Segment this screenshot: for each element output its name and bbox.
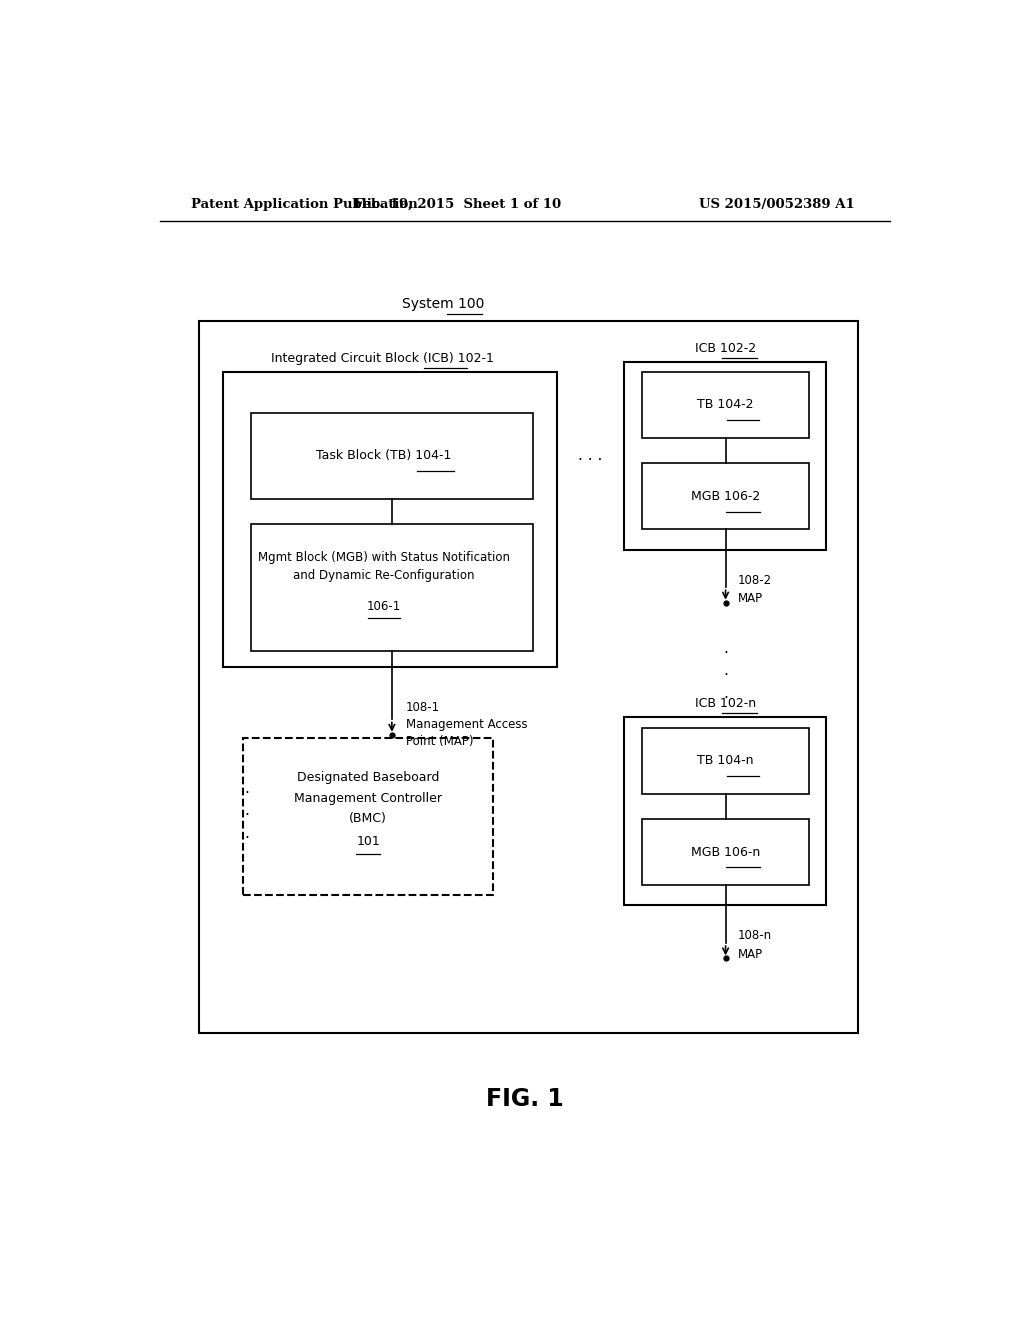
- Text: MAP: MAP: [737, 948, 763, 961]
- Text: 108-1: 108-1: [407, 701, 440, 714]
- Bar: [200, 321, 858, 1032]
- Bar: [642, 818, 809, 886]
- Text: System 100: System 100: [402, 297, 484, 312]
- Bar: [642, 463, 809, 529]
- Text: 108-n: 108-n: [737, 929, 772, 942]
- Text: .: .: [245, 804, 250, 818]
- Text: . . .: . . .: [578, 449, 602, 463]
- Text: 101: 101: [356, 836, 380, 849]
- Bar: [223, 372, 557, 667]
- Text: Management Access: Management Access: [407, 718, 527, 731]
- Text: Designated Baseboard: Designated Baseboard: [297, 771, 439, 784]
- Text: (BMC): (BMC): [349, 812, 387, 825]
- Text: Patent Application Publication: Patent Application Publication: [191, 198, 418, 211]
- Text: ICB 102-2: ICB 102-2: [694, 342, 756, 355]
- Bar: [624, 718, 826, 906]
- Text: FIG. 1: FIG. 1: [486, 1086, 563, 1110]
- Text: 106-1: 106-1: [367, 599, 401, 612]
- Text: .: .: [245, 826, 250, 841]
- Bar: [642, 727, 809, 793]
- Text: 108-2: 108-2: [737, 574, 772, 586]
- Text: Integrated Circuit Block (ICB) 102-1: Integrated Circuit Block (ICB) 102-1: [270, 351, 494, 364]
- Bar: [642, 372, 809, 438]
- Bar: [624, 362, 826, 549]
- Text: ICB 102-n: ICB 102-n: [694, 697, 756, 710]
- Bar: [243, 738, 493, 895]
- Text: MGB 106-2: MGB 106-2: [691, 490, 760, 503]
- Text: Feb. 19, 2015  Sheet 1 of 10: Feb. 19, 2015 Sheet 1 of 10: [353, 198, 561, 211]
- Text: and Dynamic Re-Configuration: and Dynamic Re-Configuration: [293, 569, 475, 582]
- Bar: [251, 524, 532, 651]
- Text: .: .: [723, 640, 728, 656]
- Text: MGB 106-n: MGB 106-n: [691, 846, 760, 858]
- Text: TB 104-2: TB 104-2: [697, 399, 754, 412]
- Text: .: .: [723, 663, 728, 678]
- Text: MAP: MAP: [737, 591, 763, 605]
- Text: Mgmt Block (MGB) with Status Notification: Mgmt Block (MGB) with Status Notificatio…: [258, 550, 510, 564]
- Text: Management Controller: Management Controller: [294, 792, 442, 805]
- Text: Task Block (TB) 104-1: Task Block (TB) 104-1: [316, 449, 452, 462]
- Text: TB 104-n: TB 104-n: [697, 754, 754, 767]
- Text: .: .: [723, 685, 728, 701]
- Text: US 2015/0052389 A1: US 2015/0052389 A1: [699, 198, 855, 211]
- Bar: [251, 412, 532, 499]
- Text: Point (MAP): Point (MAP): [407, 735, 474, 748]
- Text: .: .: [245, 781, 250, 796]
